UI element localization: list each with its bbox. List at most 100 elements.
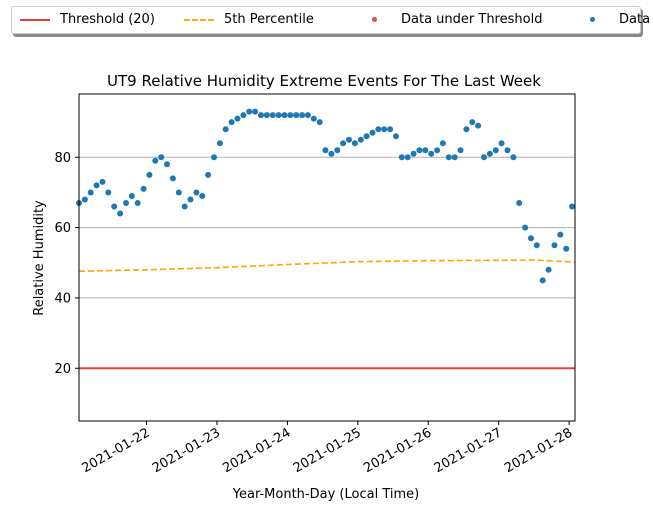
data-point bbox=[263, 112, 270, 119]
data-point bbox=[164, 161, 170, 168]
data-point bbox=[216, 140, 223, 147]
data-series bbox=[76, 108, 576, 284]
data-point bbox=[475, 122, 482, 129]
data-point bbox=[310, 115, 317, 122]
legend-data: Data bbox=[576, 12, 650, 27]
data-point bbox=[169, 175, 176, 182]
legend-threshold: Threshold (20) bbox=[20, 12, 155, 27]
data-point bbox=[463, 126, 470, 133]
y-axis-label: Relative Humidity bbox=[32, 200, 47, 316]
data-point bbox=[81, 196, 88, 203]
data-point bbox=[504, 147, 511, 154]
data-point bbox=[533, 242, 540, 249]
x-tick-label: 2021-01-26 bbox=[361, 425, 434, 476]
data-point bbox=[516, 200, 523, 206]
data-point bbox=[275, 112, 282, 119]
x-tick-label: 2021-01-27 bbox=[432, 425, 505, 476]
y-axis-ticks: 20 40 60 80 bbox=[54, 151, 79, 377]
data-point bbox=[293, 112, 300, 119]
data-point bbox=[569, 203, 576, 210]
data-point bbox=[146, 171, 153, 178]
data-point bbox=[498, 140, 505, 147]
percentile-line bbox=[78, 259, 576, 272]
data-point bbox=[304, 112, 311, 119]
data-point bbox=[269, 112, 276, 119]
data-point bbox=[152, 157, 159, 164]
data-point bbox=[346, 136, 352, 143]
x-axis-label: Year-Month-Day (Local Time) bbox=[232, 487, 419, 502]
data-point bbox=[328, 150, 335, 157]
data-point bbox=[398, 154, 405, 161]
x-tick-label: 2021-01-24 bbox=[220, 425, 293, 476]
legend-under-label: Data under Threshold bbox=[401, 12, 543, 27]
data-point bbox=[457, 147, 464, 154]
legend-under: Data under Threshold bbox=[358, 12, 542, 27]
data-point bbox=[369, 129, 376, 136]
data-point bbox=[299, 112, 306, 119]
data-point bbox=[287, 112, 294, 119]
data-point bbox=[123, 200, 129, 206]
data-point bbox=[240, 112, 247, 119]
x-axis-ticks: 2021-01-222021-01-232021-01-242021-01-25… bbox=[80, 421, 575, 476]
data-point bbox=[357, 136, 364, 143]
data-point bbox=[393, 133, 399, 140]
data-point bbox=[281, 112, 288, 119]
data-point bbox=[351, 140, 358, 147]
data-point bbox=[322, 147, 329, 154]
legend-percentile-label: 5th Percentile bbox=[224, 12, 314, 27]
data-point bbox=[492, 147, 499, 154]
x-tick-label: 2021-01-28 bbox=[502, 425, 575, 476]
percentile-series bbox=[78, 259, 576, 272]
data-point bbox=[93, 182, 100, 189]
data-point bbox=[422, 147, 429, 154]
data-point bbox=[252, 108, 259, 115]
data-point bbox=[175, 189, 182, 196]
data-point bbox=[158, 154, 165, 161]
data-point bbox=[434, 147, 441, 154]
data-point bbox=[105, 189, 112, 196]
data-point bbox=[510, 154, 517, 161]
data-point bbox=[316, 119, 323, 126]
threshold-line-icon bbox=[20, 18, 50, 21]
data-point bbox=[528, 235, 534, 242]
x-tick-label: 2021-01-23 bbox=[150, 425, 223, 476]
data-point bbox=[234, 115, 241, 122]
data-point bbox=[87, 189, 94, 196]
under-dot-icon bbox=[372, 17, 377, 22]
data-point bbox=[258, 112, 264, 119]
data-point bbox=[481, 154, 487, 161]
data-point bbox=[117, 210, 124, 217]
data-point bbox=[228, 119, 235, 126]
data-point bbox=[410, 150, 417, 157]
data-point bbox=[381, 126, 388, 133]
data-point bbox=[187, 196, 194, 203]
y-tick-label: 20 bbox=[54, 362, 71, 377]
data-point bbox=[557, 231, 564, 238]
data-point bbox=[445, 154, 452, 161]
data-point bbox=[428, 150, 435, 157]
legend-threshold-label: Threshold (20) bbox=[60, 12, 155, 27]
data-point bbox=[375, 126, 382, 133]
data-point bbox=[140, 185, 147, 192]
legend-data-label: Data bbox=[619, 12, 651, 27]
y-tick-label: 60 bbox=[54, 221, 71, 236]
data-point bbox=[340, 140, 347, 147]
x-tick-label: 2021-01-25 bbox=[291, 425, 364, 476]
data-point bbox=[522, 224, 529, 231]
data-point bbox=[334, 147, 341, 154]
data-point bbox=[134, 200, 141, 206]
data-point bbox=[539, 277, 546, 284]
data-point bbox=[205, 171, 212, 178]
data-point bbox=[469, 119, 476, 126]
data-point bbox=[222, 126, 229, 133]
data-point bbox=[199, 193, 206, 199]
data-point bbox=[111, 203, 118, 210]
data-point bbox=[211, 154, 217, 161]
data-point bbox=[451, 154, 458, 161]
data-point bbox=[563, 245, 570, 252]
y-tick-label: 40 bbox=[54, 291, 71, 306]
y-tick-label: 80 bbox=[54, 151, 71, 166]
data-point bbox=[551, 242, 558, 249]
plot-frame bbox=[78, 93, 576, 422]
